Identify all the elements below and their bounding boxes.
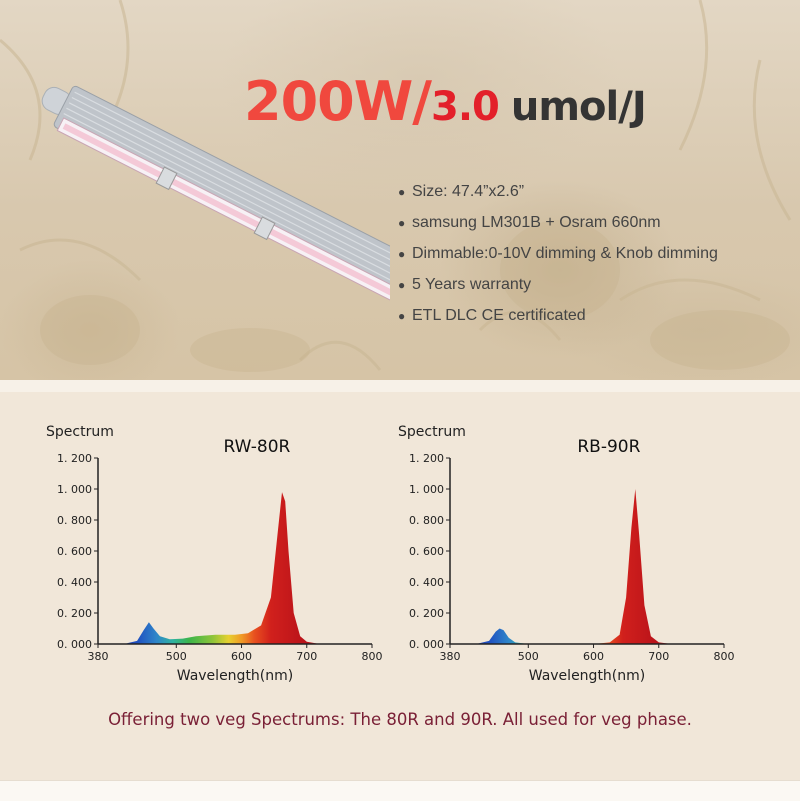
chart-title: RW-80R bbox=[224, 437, 291, 457]
x-tick-label: 380 bbox=[88, 650, 109, 663]
spectrum-area bbox=[98, 492, 372, 644]
feature-item: ● Dimmable:0-10V dimming & Knob dimming bbox=[398, 238, 718, 269]
bullet-icon: ● bbox=[398, 247, 406, 261]
chart-title: RB-90R bbox=[577, 437, 640, 457]
x-tick-label: 700 bbox=[296, 650, 317, 663]
feature-item: ● ETL DLC CE certificated bbox=[398, 300, 718, 331]
y-axis-title: Spectrum bbox=[46, 424, 114, 440]
feature-item: ● Size: 47.4”x2.6” bbox=[398, 176, 718, 207]
headline: 200W/3.0 umol/J bbox=[244, 70, 647, 133]
y-tick-label: 0. 200 bbox=[57, 607, 92, 620]
headline-power: 200W/ bbox=[244, 70, 432, 133]
y-tick-label: 0. 200 bbox=[409, 607, 444, 620]
y-tick-label: 1. 200 bbox=[57, 452, 92, 465]
spectrum-area bbox=[450, 489, 724, 644]
hero-banner: 200W/3.0 umol/J ● Size: 47.4”x2.6” ● samsun… bbox=[0, 0, 800, 380]
y-axis-title: Spectrum bbox=[398, 424, 466, 440]
x-tick-label: 600 bbox=[231, 650, 252, 663]
section-divider bbox=[0, 380, 800, 392]
x-tick-label: 600 bbox=[583, 650, 604, 663]
feature-item: ● 5 Years warranty bbox=[398, 269, 718, 300]
y-tick-label: 0. 600 bbox=[57, 545, 92, 558]
bottom-strip bbox=[0, 780, 800, 801]
feature-item: ● samsung LM301B + Osram 660nm bbox=[398, 207, 718, 238]
y-tick-label: 0. 000 bbox=[57, 638, 92, 651]
y-tick-label: 0. 800 bbox=[409, 514, 444, 527]
x-axis-title: Wavelength(nm) bbox=[529, 668, 645, 684]
spectrum-chart-rb-90r: 0. 000 0. 200 0. 400 0. 600 0. 800 1. 000 1. 2… bbox=[398, 424, 735, 684]
spectrum-caption: Offering two veg Spectrums: The 80R and … bbox=[108, 710, 692, 729]
y-tick-label: 1. 200 bbox=[409, 452, 444, 465]
headline-efficiency: 3.0 bbox=[431, 84, 500, 130]
spectrum-panel: 0. 000 0. 200 0. 400 0. 600 0. 800 1. 000 1. 2… bbox=[0, 392, 800, 778]
headline-unit: umol/J bbox=[510, 84, 647, 130]
x-tick-label: 800 bbox=[362, 650, 383, 663]
y-tick-label: 0. 600 bbox=[409, 545, 444, 558]
x-tick-label: 500 bbox=[166, 650, 187, 663]
cannabis-background-image bbox=[0, 0, 792, 372]
bullet-icon: ● bbox=[398, 278, 406, 292]
x-tick-label: 800 bbox=[714, 650, 735, 663]
y-tick-label: 0. 800 bbox=[57, 514, 92, 527]
y-tick-label: 1. 000 bbox=[409, 483, 444, 496]
bullet-icon: ● bbox=[398, 309, 406, 323]
bullet-icon: ● bbox=[398, 216, 406, 230]
y-tick-label: 0. 400 bbox=[409, 576, 444, 589]
x-tick-label: 700 bbox=[648, 650, 669, 663]
x-tick-label: 380 bbox=[440, 650, 461, 663]
grow-light-fixture-image bbox=[41, 85, 390, 305]
feature-list: ● Size: 47.4”x2.6” ● samsung LM301B + Osra… bbox=[398, 176, 718, 331]
spectrum-chart-rw-80r: 0. 000 0. 200 0. 400 0. 600 0. 800 1. 000 1. 2… bbox=[46, 424, 383, 684]
x-axis-title: Wavelength(nm) bbox=[177, 668, 293, 684]
y-tick-label: 0. 400 bbox=[57, 576, 92, 589]
bullet-icon: ● bbox=[398, 185, 406, 199]
x-tick-label: 500 bbox=[518, 650, 539, 663]
y-tick-label: 1. 000 bbox=[57, 483, 92, 496]
y-tick-label: 0. 000 bbox=[409, 638, 444, 651]
